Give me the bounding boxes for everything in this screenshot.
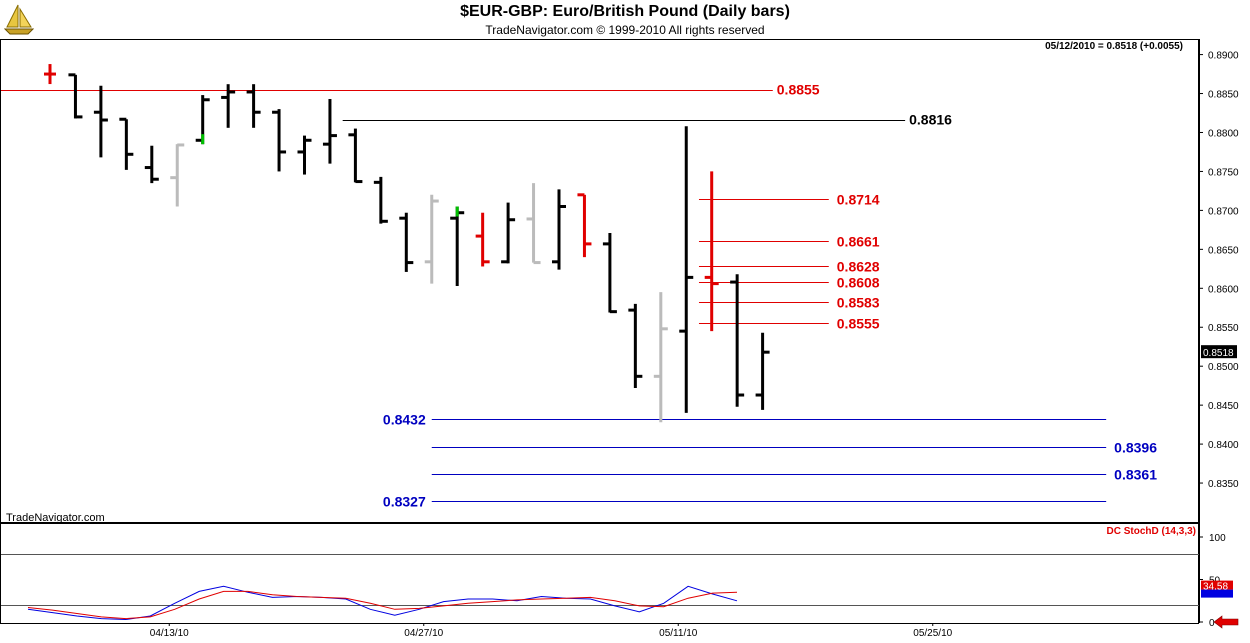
last-price-label: 0.8518: [1203, 348, 1234, 359]
sailboat-logo-icon: [3, 3, 35, 37]
price-tick-label: 0.8400: [1208, 440, 1239, 451]
ohlc-bar: [475, 212, 490, 267]
ohlc-bar: [272, 109, 287, 172]
price-tick-label: 0.8550: [1208, 323, 1239, 334]
ohlc-bar: [450, 206, 465, 286]
price-tick-label: 0.8850: [1208, 90, 1239, 101]
level-label: 0.8816: [909, 112, 952, 128]
ohlc-bar: [297, 135, 312, 175]
stoch-series-line: [27, 590, 738, 620]
ohlc-bar: [526, 183, 541, 265]
osc-tick-label: 0: [1209, 618, 1215, 629]
chart-subtitle: TradeNavigator.com © 1999-2010 All right…: [485, 23, 765, 37]
level-label: 0.8855: [777, 82, 820, 98]
level-label: 0.8608: [837, 275, 880, 291]
ohlc-bar: [755, 332, 770, 410]
price-tick-label: 0.8450: [1208, 401, 1239, 412]
ohlc-bar: [424, 194, 439, 284]
ohlc-bar: [322, 98, 337, 164]
level-label: 0.8583: [837, 295, 880, 311]
last-price-badge: [1201, 345, 1237, 359]
price-tick-label: 0.8650: [1208, 245, 1239, 256]
price-tick-label: 0.8500: [1208, 362, 1239, 373]
chart-title: $EUR-GBP: Euro/British Pound (Daily bars…: [460, 3, 790, 20]
ohlc-bar: [679, 126, 694, 413]
ohlc-bar: [399, 212, 414, 272]
ohlc-bar: [348, 128, 363, 184]
ohlc-bar: [577, 193, 592, 258]
level-label: 0.8555: [837, 316, 880, 332]
date-label: 04/13/10: [150, 628, 189, 639]
osc-tick-label: 100: [1209, 533, 1226, 544]
date-label: 05/11/10: [659, 628, 698, 639]
price-tick-label: 0.8800: [1208, 128, 1239, 139]
ohlc-bar: [195, 95, 210, 145]
scroll-arrow-shape: [1213, 615, 1239, 629]
ohlc-bar: [44, 64, 56, 85]
osc-last-value-label: 34.58: [1203, 582, 1228, 593]
watermark: TradeNavigator.com: [6, 512, 105, 524]
level-label: 0.8661: [837, 234, 880, 250]
ohlc-bar: [221, 84, 236, 128]
indicator-label: DC StochD (14,3,3): [1107, 526, 1196, 537]
ohlc-bar: [170, 143, 185, 207]
ohlc-bar: [373, 176, 388, 224]
level-label: 0.8628: [837, 259, 880, 275]
level-label: 0.8714: [837, 192, 880, 208]
ohlc-bar: [68, 73, 83, 119]
ohlc-bar: [93, 85, 108, 158]
ohlc-bar: [653, 292, 668, 423]
price-tick-label: 0.8900: [1208, 51, 1239, 62]
ohlc-bar: [501, 202, 516, 264]
date-label: 05/25/10: [913, 628, 952, 639]
ohlc-bar: [552, 189, 566, 270]
ohlc-bar: [602, 232, 617, 314]
ohlc-bar: [628, 303, 643, 389]
oscillator-panel-frame: [0, 523, 1199, 624]
osc-last-badge-top: [1201, 580, 1233, 590]
level-label: 0.8396: [1114, 440, 1157, 456]
price-tick-label: 0.8600: [1208, 284, 1239, 295]
price-tick-label: 0.8750: [1208, 167, 1239, 178]
ohlc-bar: [704, 171, 719, 332]
level-label: 0.8432: [383, 412, 426, 428]
ohlc-bar: [246, 84, 261, 128]
level-label: 0.8327: [383, 494, 426, 510]
ohlc-bar: [119, 117, 134, 170]
price-panel-frame: [0, 39, 1199, 523]
price-tick-label: 0.8350: [1208, 479, 1239, 490]
ohlc-bar: [730, 274, 745, 407]
ohlc-bar: [144, 145, 159, 184]
date-label: 04/27/10: [404, 628, 443, 639]
level-label: 0.8361: [1114, 467, 1157, 483]
stoch-series-line: [27, 585, 738, 621]
quote-readout: 05/12/2010 = 0.8518 (+0.0055): [1045, 41, 1183, 52]
price-tick-label: 0.8700: [1208, 206, 1239, 217]
scroll-left-arrow-icon[interactable]: [1213, 615, 1239, 629]
osc-last-badge-bottom: [1201, 589, 1233, 598]
